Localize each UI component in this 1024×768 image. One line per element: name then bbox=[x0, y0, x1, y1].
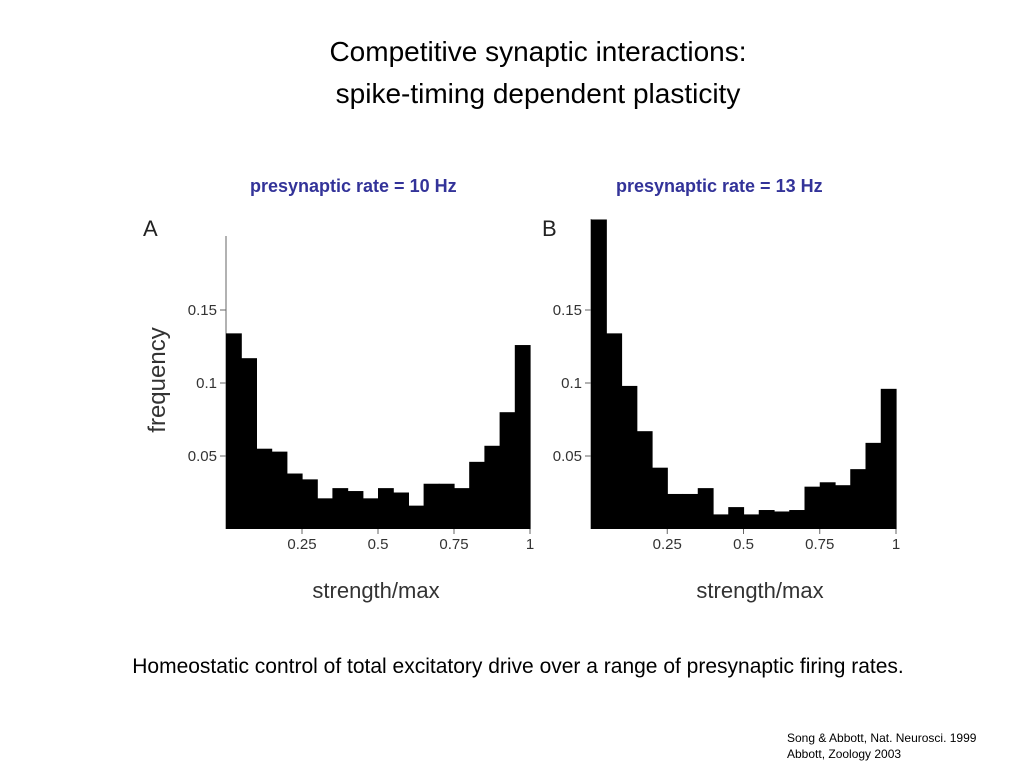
panel-a-ytick-label-3: 0.15 bbox=[188, 302, 217, 319]
panel-a-ytick-label-2: 0.1 bbox=[196, 375, 217, 392]
panel-a-bar-20 bbox=[514, 345, 531, 529]
panel-a-bar-7 bbox=[317, 498, 333, 529]
panel-b-ytick-label-1: 0.05 bbox=[553, 448, 582, 465]
panel-b-bar-19 bbox=[865, 442, 882, 529]
panel-a-bar-12 bbox=[393, 492, 409, 529]
panel-a-bar-9 bbox=[347, 491, 364, 529]
panel-a-ylabel: frequency bbox=[144, 327, 171, 432]
panel-b-bar-15 bbox=[804, 486, 821, 529]
panel-a-bar-4 bbox=[271, 451, 288, 529]
panel-b-label: B bbox=[542, 216, 557, 241]
panel-b-bar-2 bbox=[606, 333, 623, 529]
panel-b-bar-6 bbox=[667, 493, 684, 529]
panel-b-ytick-label-2: 0.1 bbox=[561, 375, 582, 392]
panel-b-bar-18 bbox=[850, 469, 867, 529]
panel-a-bar-11 bbox=[378, 488, 394, 529]
panel-b-bar-7 bbox=[682, 493, 699, 529]
panel-b-bar-16 bbox=[819, 482, 836, 529]
panel-b-bar-4 bbox=[636, 431, 653, 529]
panel-a-xtick-label-3: 0.75 bbox=[439, 536, 468, 553]
panel-a-xtick-label-1: 0.25 bbox=[287, 536, 316, 553]
references: Song & Abbott, Nat. Neurosci. 1999 Abbot… bbox=[787, 730, 976, 762]
panel-b-bar-13 bbox=[774, 511, 790, 529]
panel-a-bar-13 bbox=[408, 505, 425, 529]
panel-a-xlabel: strength/max bbox=[312, 578, 439, 603]
panel-b-heading: presynaptic rate = 13 Hz bbox=[616, 176, 823, 196]
panel-a-xtick-label-4: 1 bbox=[526, 536, 534, 553]
panel-b-bar-3 bbox=[621, 385, 638, 529]
panel-a-bar-18 bbox=[484, 445, 501, 529]
panel-a-ytick-label-1: 0.05 bbox=[188, 448, 217, 465]
panel-b-bar-9 bbox=[713, 514, 729, 529]
slide-title-line1: Competitive synaptic interactions: bbox=[329, 36, 747, 67]
panel-a-bar-5 bbox=[286, 473, 303, 529]
panel-a-bar-2 bbox=[241, 358, 257, 529]
panel-b-bar-12 bbox=[758, 510, 775, 529]
panel-b-bar-14 bbox=[789, 510, 806, 529]
slide-title-line2: spike-timing dependent plasticity bbox=[335, 78, 741, 109]
panel-a-heading: presynaptic rate = 10 Hz bbox=[250, 176, 457, 196]
panel-b-xtick-label-4: 1 bbox=[892, 536, 900, 553]
panel-b-xtick-label-1: 0.25 bbox=[653, 536, 682, 553]
reference-1: Song & Abbott, Nat. Neurosci. 1999 bbox=[787, 731, 977, 745]
panel-a-bar-10 bbox=[362, 498, 379, 529]
panel-b-bar-5 bbox=[652, 467, 668, 529]
panel-b-bar-8 bbox=[697, 488, 714, 529]
panel-b-xtick-label-2: 0.5 bbox=[733, 536, 754, 553]
panel-b-bar-11 bbox=[743, 514, 760, 529]
panel-a-bar-8 bbox=[332, 488, 349, 529]
slide-caption: Homeostatic control of total excitatory … bbox=[132, 655, 904, 678]
panel-a-label: A bbox=[143, 216, 158, 241]
panel-b-bar-10 bbox=[728, 507, 745, 529]
panel-a-bar-6 bbox=[302, 479, 318, 529]
panel-a-bar-15 bbox=[438, 483, 455, 529]
panel-b-bar-20 bbox=[880, 388, 897, 529]
panel-b-bar-1 bbox=[591, 219, 607, 530]
panel-b-ytick-label-3: 0.15 bbox=[553, 302, 582, 319]
panel-b-xtick-label-3: 0.75 bbox=[805, 536, 834, 553]
panel-a-xtick-label-2: 0.5 bbox=[368, 536, 389, 553]
panel-b-bar-17 bbox=[835, 485, 851, 529]
panel-a-bar-3 bbox=[256, 448, 273, 529]
panel-a-bar-14 bbox=[423, 483, 440, 529]
panel-a-bar-17 bbox=[469, 461, 485, 529]
panel-a-bar-1 bbox=[226, 333, 242, 529]
panel-a-bar-19 bbox=[499, 412, 516, 529]
panel-a-bar-16 bbox=[454, 488, 470, 529]
reference-2: Abbott, Zoology 2003 bbox=[787, 747, 902, 761]
panel-b-xlabel: strength/max bbox=[696, 578, 823, 603]
